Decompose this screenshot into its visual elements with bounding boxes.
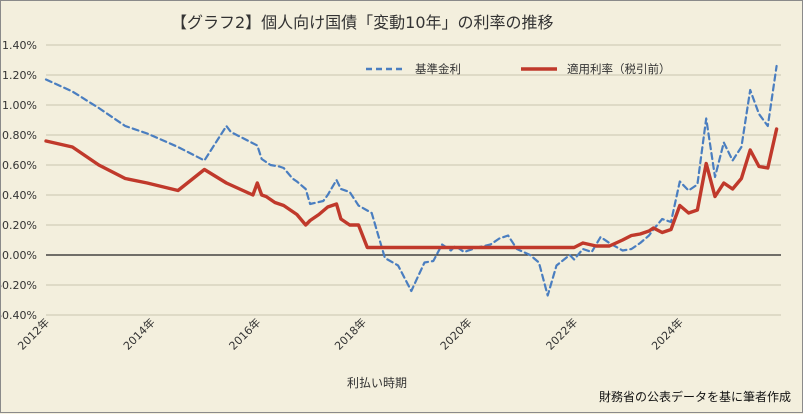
chart-title: 【グラフ2】個人向け国債「変動10年」の利率の推移 [171,13,554,32]
x-tick-label: 2024年 [648,315,685,352]
legend-label-base-rate: 基準金利 [415,62,461,76]
y-tick-label: 1.40% [2,39,37,52]
source-note: 財務省の公表データを基に筆者作成 [599,389,791,404]
gridlines [46,44,781,316]
x-tick-label: 2022年 [543,315,580,352]
y-tick-label: 0.20% [2,219,37,232]
y-tick-label: 0.80% [2,129,37,142]
series-line-applied-rate [44,127,779,250]
y-axis-ticks: -0.40% -0.20% 0.00% 0.20% 0.40% 0.60% 0.80% 1.0… [1,39,37,322]
legend-label-applied-rate: 適用利率（税引前） [567,62,671,76]
series-line-base-rate [44,64,778,297]
y-tick-label: 1.20% [2,69,37,82]
x-tick-label: 2018年 [332,315,369,352]
y-tick-label: -0.20% [1,279,37,292]
x-axis-label: 利払い時期 [347,376,407,390]
x-tick-label: 2020年 [437,315,474,352]
y-tick-label: 1.00% [2,99,37,112]
x-tick-label: 2016年 [226,315,263,352]
x-axis-ticks: 2012年 2014年 2016年 2018年 2020年 2022年 2024年 [15,315,686,352]
y-tick-label: -0.40% [1,309,37,322]
y-tick-label: 0.40% [2,189,37,202]
legend: 基準金利 適用利率（税引前） [366,62,671,76]
series-lines [44,64,779,297]
y-tick-label: 0.00% [2,249,37,262]
x-tick-label: 2014年 [120,315,157,352]
y-tick-label: 0.60% [2,159,37,172]
